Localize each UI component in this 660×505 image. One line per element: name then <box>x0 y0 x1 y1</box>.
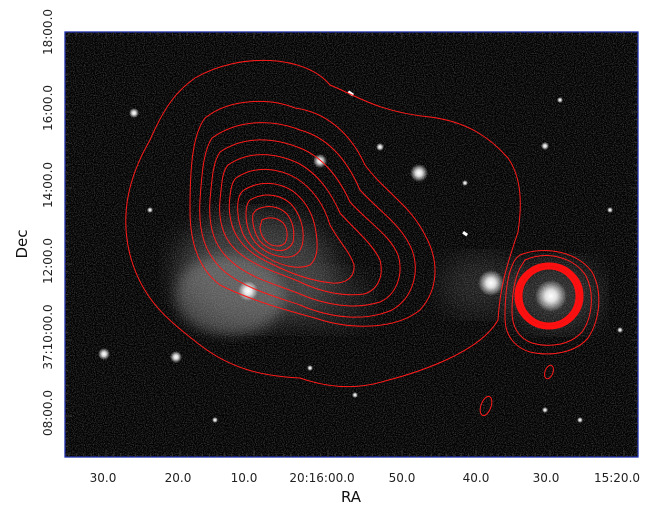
bright-source <box>238 281 258 301</box>
faint-source <box>542 407 548 413</box>
x-tick-label: 50.0 <box>389 471 416 485</box>
bright-source <box>478 270 504 296</box>
x-tick-label: 30.0 <box>533 471 560 485</box>
x-axis-title: RA <box>341 488 362 505</box>
faint-source <box>617 327 623 333</box>
x-tick-labels: 30.0 20.0 10.0 20:16:00.0 50.0 40.0 30.0… <box>90 471 640 485</box>
faint-source <box>557 97 563 103</box>
y-tick-label: 16:00.0 <box>41 85 55 131</box>
x-tick-label: 10.0 <box>231 471 258 485</box>
bright-source <box>98 348 110 360</box>
bright-source <box>410 164 428 182</box>
y-tick-label: 12:00.0 <box>41 238 55 284</box>
faint-source <box>352 392 358 398</box>
faint-source <box>577 417 583 423</box>
y-axis-title: Dec <box>13 229 31 258</box>
faint-source <box>307 365 313 371</box>
x-tick-label: 40.0 <box>463 471 490 485</box>
faint-source <box>147 207 153 213</box>
y-tick-label: 18:00.0 <box>41 9 55 55</box>
y-tick-labels: 18:00.0 16:00.0 14:00.0 12:00.0 37:10:00… <box>41 9 55 436</box>
bright-source <box>170 351 182 363</box>
contour-set-cluster <box>125 59 521 388</box>
x-tick-label: 15:20.0 <box>594 471 640 485</box>
y-tick-label: 14:00.0 <box>41 162 55 208</box>
bright-source <box>129 108 139 118</box>
x-tick-label: 20.0 <box>165 471 192 485</box>
faint-source <box>462 180 468 186</box>
y-tick-label: 08:00.0 <box>41 390 55 436</box>
y-tick-label: 37:10:00.0 <box>41 304 55 369</box>
faint-source <box>212 417 218 423</box>
contour-set-point-source <box>479 249 600 417</box>
x-tick-label: 30.0 <box>90 471 117 485</box>
plot-frame <box>64 31 639 458</box>
faint-source <box>376 143 384 151</box>
faint-source <box>607 207 613 213</box>
faint-source <box>541 142 549 150</box>
bright-source <box>535 280 567 312</box>
sky-image <box>65 32 638 457</box>
x-tick-label: 20:16:00.0 <box>289 471 354 485</box>
